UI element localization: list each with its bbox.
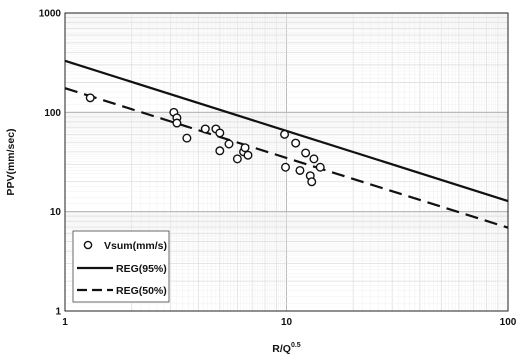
data-point — [200, 124, 210, 134]
y-tick-label: 10 — [50, 207, 62, 218]
data-point — [280, 129, 290, 139]
data-points — [85, 93, 325, 187]
x-tick-label: 1 — [62, 317, 68, 328]
legend-label-vsum: Vsum(mm/s) — [104, 240, 167, 252]
legend-marker-vsum — [83, 240, 93, 250]
data-point — [243, 150, 253, 160]
data-point — [309, 154, 319, 164]
reg50-line — [64, 87, 509, 229]
y-axis-label: PPV(mm/sec) — [5, 128, 17, 195]
y-tick-label: 1000 — [39, 9, 62, 20]
data-point — [315, 162, 325, 172]
data-point — [281, 162, 291, 172]
data-point — [182, 133, 192, 143]
legend-label-reg50: REG(50%) — [116, 285, 167, 297]
x-tick-label: 100 — [500, 317, 517, 328]
data-point — [240, 143, 250, 153]
x-axis-label-exponent: 0.5 — [291, 342, 301, 349]
data-point — [291, 138, 301, 148]
data-point — [172, 118, 182, 128]
x-axis-label: R/Q0.5 — [272, 342, 301, 355]
tick-labels: 1 10 100 1 10 100 1000 — [39, 9, 517, 329]
data-point — [215, 146, 225, 156]
legend-label-reg95: REG(95%) — [116, 263, 167, 275]
legend: Vsum(mm/s) REG(95%) REG(50%) — [72, 230, 170, 303]
y-tick-label: 100 — [44, 108, 61, 119]
data-point — [301, 148, 311, 158]
grid — [64, 12, 509, 312]
x-axis-label-main: R/Q — [272, 343, 291, 355]
plot-area-border — [64, 12, 509, 312]
data-point — [295, 165, 305, 175]
x-tick-label: 10 — [281, 317, 293, 328]
data-point — [232, 154, 242, 164]
legend-box — [72, 230, 170, 303]
data-point — [85, 93, 95, 103]
data-point — [215, 128, 225, 138]
data-point — [224, 139, 234, 149]
data-point — [307, 177, 317, 187]
y-tick-label: 1 — [55, 307, 61, 318]
